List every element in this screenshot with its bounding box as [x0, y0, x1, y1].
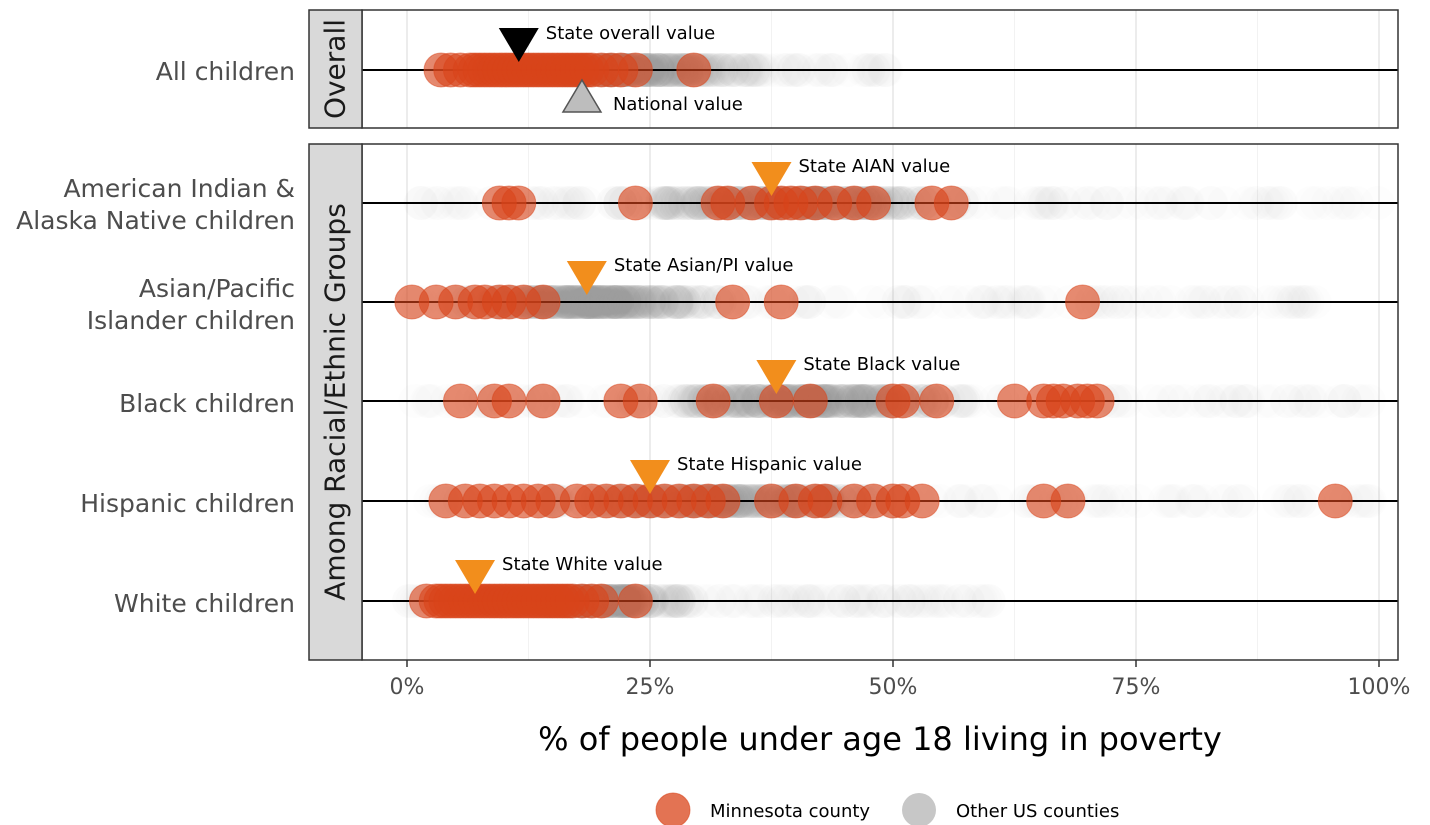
x-tick-label: 0%	[390, 675, 425, 700]
national-marker	[561, 78, 603, 113]
minnesota-county-point	[622, 383, 658, 419]
row-label: Black children	[119, 389, 295, 418]
state-marker-label: State White value	[502, 554, 663, 575]
minnesota-county-point	[933, 185, 969, 221]
national-marker-label: National value	[613, 94, 743, 115]
legend-other-swatch	[902, 793, 936, 825]
state-group-marker	[630, 460, 670, 494]
legend-other-label: Other US counties	[956, 801, 1119, 822]
state-group-marker	[756, 360, 797, 394]
row-label: Islander children	[87, 306, 295, 335]
minnesota-county-point	[1065, 284, 1101, 320]
minnesota-county-point	[617, 583, 653, 619]
minnesota-county-point	[525, 284, 561, 320]
panel-strip	[308, 9, 363, 129]
minnesota-county-point	[583, 583, 619, 619]
minnesota-county-point	[1317, 483, 1353, 519]
minnesota-county-point	[856, 185, 892, 221]
minnesota-county-point	[617, 185, 653, 221]
state-overall-marker	[498, 28, 539, 62]
panel-strip	[308, 143, 363, 661]
legend-minnesota-label: Minnesota county	[710, 801, 870, 822]
legend-minnesota-swatch	[655, 792, 691, 825]
row-label: Hispanic children	[80, 489, 295, 518]
minnesota-county-point	[1079, 383, 1115, 419]
strip-label: Among Racial/Ethnic Groups	[319, 203, 352, 601]
minnesota-county-point	[919, 383, 955, 419]
plot-layers	[362, 10, 1398, 660]
minnesota-county-point	[695, 383, 731, 419]
row-label: White children	[114, 589, 295, 618]
x-tick-label: 25%	[626, 675, 675, 700]
minnesota-county-point	[525, 383, 561, 419]
minnesota-county-point	[763, 284, 799, 320]
minnesota-county-point	[617, 52, 653, 88]
minnesota-county-point	[792, 383, 828, 419]
x-tick-label: 100%	[1348, 675, 1411, 700]
x-axis-title: % of people under age 18 living in pover…	[538, 720, 1222, 758]
minnesota-county-point	[904, 483, 940, 519]
row-label: Alaska Native children	[16, 206, 295, 235]
state-group-marker	[751, 162, 792, 196]
minnesota-county-point	[491, 383, 527, 419]
state-group-marker	[566, 261, 607, 295]
state-marker-label: State overall value	[546, 23, 715, 44]
state-marker-label: State AIAN value	[799, 156, 951, 177]
minnesota-county-point	[1050, 483, 1086, 519]
state-group-marker	[455, 560, 496, 594]
row-label: Asian/Pacific	[139, 274, 295, 303]
state-marker-label: State Asian/PI value	[614, 255, 794, 276]
minnesota-county-point	[501, 185, 537, 221]
minnesota-county-point	[442, 383, 478, 419]
minnesota-county-point	[705, 483, 741, 519]
minnesota-county-point	[676, 52, 712, 88]
minnesota-county-point	[715, 284, 751, 320]
state-marker-label: State Black value	[803, 354, 960, 375]
state-marker-label: State Hispanic value	[677, 454, 862, 475]
x-tick-label: 75%	[1112, 675, 1161, 700]
row-label: American Indian &	[63, 174, 295, 203]
x-tick-label: 50%	[869, 675, 918, 700]
strip-label: Overall	[319, 19, 352, 119]
row-label: All children	[156, 57, 295, 86]
minnesota-county-point	[885, 383, 921, 419]
